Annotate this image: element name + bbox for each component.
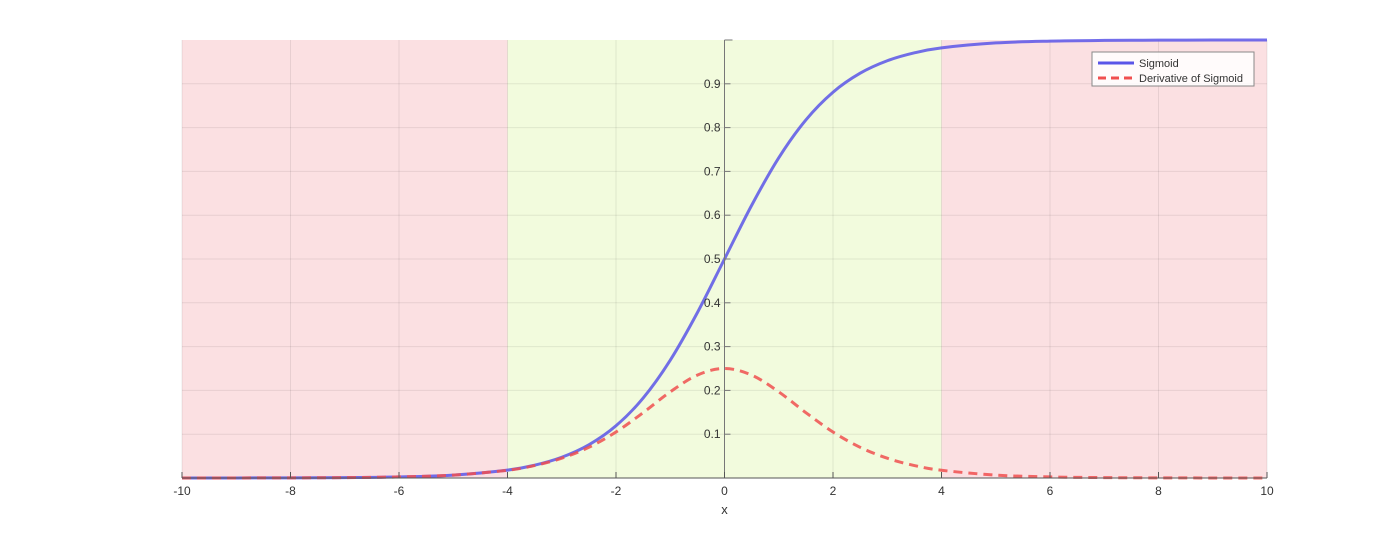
y-tick-label: 0.5 xyxy=(704,252,721,266)
x-tick-label: -10 xyxy=(173,484,191,498)
y-tick-label: 0.9 xyxy=(704,77,721,91)
y-tick-label: 0.3 xyxy=(704,340,721,354)
y-tick-label: 0.7 xyxy=(704,164,721,178)
x-tick-label: -8 xyxy=(285,484,296,498)
y-tick-label: 0.1 xyxy=(704,427,721,441)
x-tick-label: -6 xyxy=(394,484,405,498)
tick-labels: -10 -8 -6 -4 -2 0 2 4 6 8 10 0.1 0.2 0.3 0.4 0.5 0.6 0.7 0… xyxy=(173,77,1274,498)
y-tick-label: 0.6 xyxy=(704,208,721,222)
x-tick-label: -2 xyxy=(611,484,622,498)
legend-label: Sigmoid xyxy=(1139,58,1179,70)
series-line-1 xyxy=(181,367,1268,480)
x-tick-label: -4 xyxy=(502,484,513,498)
y-tick-label: 0.2 xyxy=(704,383,721,397)
y-tick-label: 0.4 xyxy=(704,296,721,310)
x-tick-label: 10 xyxy=(1260,484,1274,498)
x-tick-label: 4 xyxy=(938,484,945,498)
legend: Sigmoid Derivative of Sigmoid xyxy=(1091,51,1255,87)
y-tick-label: 0.8 xyxy=(704,121,721,135)
x-tick-label: 2 xyxy=(830,484,837,498)
region-0 xyxy=(182,40,508,478)
x-tick-label: 8 xyxy=(1155,484,1162,498)
x-tick-label: 0 xyxy=(721,484,728,498)
legend-box xyxy=(1091,51,1255,87)
x-tick-label: 6 xyxy=(1047,484,1054,498)
legend-label: Derivative of Sigmoid xyxy=(1139,73,1243,85)
region-2 xyxy=(941,40,1267,478)
x-axis-label: x xyxy=(721,502,728,517)
